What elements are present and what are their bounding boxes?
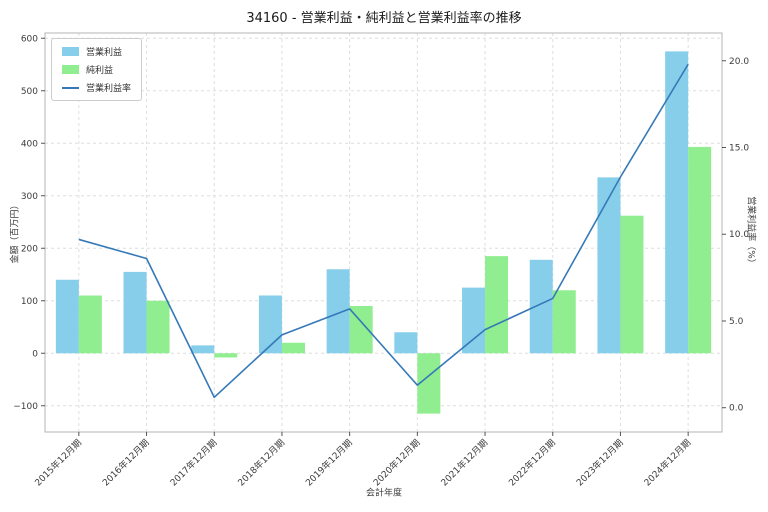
net-profit-bar <box>146 300 170 354</box>
operating-profit-bar <box>326 269 350 354</box>
left-tick-label: 500 <box>21 87 38 97</box>
legend-item-operating-profit: 営業利益 <box>62 45 131 58</box>
legend-label-net-profit: 純利益 <box>86 66 114 76</box>
net-profit-bar <box>281 342 305 354</box>
net-profit-bar <box>552 290 576 354</box>
right-axis-label: 営業利益率（%） <box>745 196 756 268</box>
plot-frame <box>44 32 723 433</box>
x-axis-label: 会計年度 <box>365 488 403 499</box>
margin-line <box>78 63 689 399</box>
chart-title: 34160 - 営業利益・純利益と営業利益率の推移 <box>246 11 522 26</box>
net-profit-swatch <box>62 65 79 74</box>
left-tick-label: −100 <box>13 402 38 412</box>
left-tick-label: 100 <box>21 297 38 307</box>
x-tick-label: 2018年12月期 <box>235 437 287 489</box>
operating-profit-bar <box>529 259 553 354</box>
operating-profit-bar <box>55 279 79 354</box>
operating-profit-bar <box>123 271 147 354</box>
legend: 営業利益 純利益 営業利益率 <box>51 38 143 101</box>
net-profit-bar <box>214 353 238 358</box>
left-tick-label: 0 <box>32 349 38 359</box>
legend-item-net-profit: 純利益 <box>62 63 131 76</box>
operating-profit-bar <box>597 177 621 354</box>
x-tick-label: 2021年12月期 <box>438 437 490 489</box>
x-tick-label: 2022年12月期 <box>506 437 558 489</box>
operating-profit-bar <box>191 345 215 354</box>
x-tick-label: 2016年12月期 <box>100 437 152 489</box>
operating-profit-bar <box>394 332 418 354</box>
right-tick-label: 5.0 <box>729 317 744 327</box>
left-tick-label: 200 <box>21 244 38 254</box>
net-profit-bar <box>78 295 102 354</box>
x-tick-label: 2020年12月期 <box>371 437 423 489</box>
left-tick-label: 300 <box>21 192 38 202</box>
left-tick-label: 600 <box>21 34 38 44</box>
x-tick-label: 2017年12月期 <box>167 437 219 489</box>
right-tick-label: 15.0 <box>729 143 749 153</box>
x-tick-label: 2023年12月期 <box>574 437 626 489</box>
right-tick-label: 20.0 <box>729 57 749 67</box>
margin-line-swatch <box>62 86 79 89</box>
right-tick-label: 0.0 <box>729 404 744 414</box>
net-profit-bar <box>417 353 441 414</box>
right-tick-label: 10.0 <box>729 230 749 240</box>
legend-item-margin: 営業利益率 <box>62 81 131 94</box>
x-tick-label: 2019年12月期 <box>303 437 355 489</box>
operating-profit-bar <box>258 295 282 354</box>
net-profit-bar <box>485 256 509 354</box>
operating-profit-bar <box>665 51 689 354</box>
legend-label-margin: 営業利益率 <box>86 84 132 94</box>
left-axis-label: 金額（百万円） <box>10 200 21 264</box>
net-profit-bar <box>620 215 644 354</box>
x-tick-label: 2024年12月期 <box>641 437 693 489</box>
left-tick-label: 400 <box>21 139 38 149</box>
operating-profit-bar <box>462 287 486 354</box>
operating-profit-swatch <box>62 47 79 56</box>
net-profit-bar <box>349 306 373 354</box>
net-profit-bar <box>688 146 712 354</box>
legend-label-operating-profit: 営業利益 <box>86 48 123 58</box>
x-tick-label: 2015年12月期 <box>32 437 84 489</box>
